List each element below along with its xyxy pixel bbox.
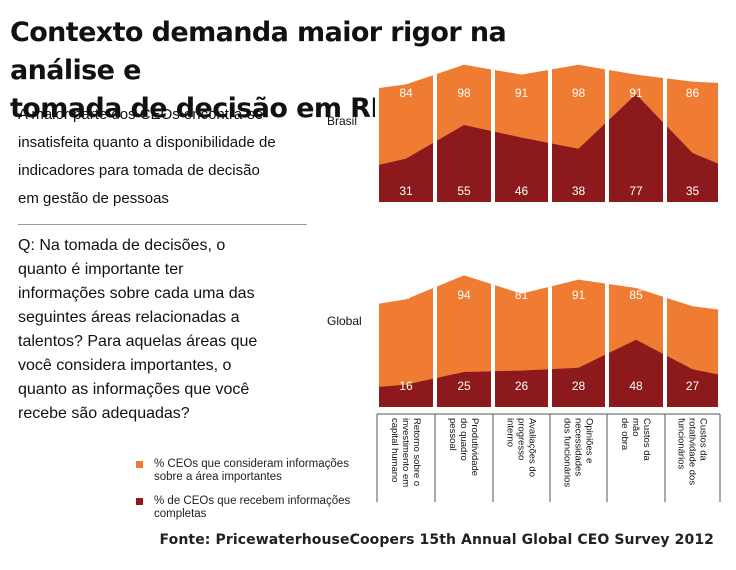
- data-label-completeness: 46: [515, 184, 529, 198]
- data-label-completeness: 28: [572, 379, 586, 393]
- column-separator: [548, 62, 552, 204]
- data-label-completeness: 77: [629, 184, 643, 198]
- data-label-importance: 98: [572, 86, 586, 100]
- panel-label: Global: [327, 314, 362, 328]
- question-line-7: quanto as informações que você: [18, 381, 250, 398]
- category-label: Avaliações doprogressointerno: [505, 418, 538, 477]
- category-label: Custos darotatividade dosfuncionários: [676, 418, 709, 485]
- data-label-importance: 85: [629, 288, 643, 302]
- data-label-completeness: 55: [457, 184, 471, 198]
- lead-text-line-1: A maior parte dos CEOs encontra-se: [18, 106, 264, 123]
- page-title-line-1: Contexto demanda maior rigor na análise …: [10, 17, 507, 86]
- legend-label-importance-line-1: % CEOs que consideram informações: [154, 458, 349, 470]
- question-line-3: informações sobre cada uma das: [18, 285, 255, 302]
- column-separator: [375, 62, 379, 204]
- data-label-completeness: 35: [686, 184, 700, 198]
- data-label-importance: 77: [399, 288, 413, 302]
- data-label-completeness: 48: [629, 379, 643, 393]
- category-label: Produtividadedo quadropessoal: [447, 418, 480, 476]
- data-label-completeness: 27: [686, 379, 700, 393]
- chart-legend: % CEOs que consideram informações sobre …: [136, 458, 376, 521]
- question-line-1: Q: Na tomada de decisões, o: [18, 237, 226, 254]
- data-label-completeness: 31: [399, 184, 413, 198]
- question-line-6: você considera importantes, o: [18, 357, 232, 374]
- category-axis: Retorno sobre oinvestimento emcapital hu…: [376, 413, 721, 502]
- area-chart: Brasil 84 98 91 98 91 86 31 55 46 38 77 35 Global 77 94…: [327, 62, 722, 502]
- legend-label-importance-line-2: sobre a área importantes: [154, 471, 282, 483]
- legend-swatch-importance: [136, 461, 143, 468]
- column-separator: [663, 62, 667, 204]
- panel-label: Brasil: [327, 114, 357, 128]
- data-label-importance: 91: [515, 86, 529, 100]
- lead-text-line-3: indicadores para tomada de decisão: [18, 162, 260, 179]
- data-label-importance: 72: [686, 288, 700, 302]
- data-label-importance: 81: [515, 288, 529, 302]
- column-separator: [375, 261, 379, 409]
- legend-label-completeness-line-1: % de CEOs que recebem informações: [154, 495, 351, 507]
- legend-item-completeness: % de CEOs que recebem informações comple…: [136, 495, 376, 521]
- survey-question: Q: Na tomada de decisões, o quanto é imp…: [18, 234, 313, 426]
- chart-panel-brasil: Brasil 84 98 91 98 91 86 31 55 46 38 77 35: [327, 62, 722, 204]
- lead-text-line-4: em gestão de pessoas: [18, 190, 169, 207]
- data-label-completeness: 26: [515, 379, 529, 393]
- category-label: Opiniões enecessidadesdos funcionários: [562, 418, 595, 487]
- data-label-importance: 98: [457, 86, 471, 100]
- column-separator: [433, 62, 437, 204]
- legend-item-importance: % CEOs que consideram informações sobre …: [136, 458, 376, 484]
- column-separator: [548, 261, 552, 409]
- column-separator: [605, 62, 609, 204]
- category-label: Custos damãode obra: [619, 418, 652, 461]
- column-separator: [663, 261, 667, 409]
- data-label-importance: 94: [457, 288, 471, 302]
- data-label-completeness: 25: [457, 379, 471, 393]
- column-separator: [491, 261, 495, 409]
- source-note: Fonte: PricewaterhouseCoopers 15th Annua…: [159, 532, 714, 548]
- column-separator: [718, 261, 722, 409]
- data-label-importance: 91: [572, 288, 586, 302]
- question-line-8: recebe são adequadas?: [18, 405, 190, 422]
- column-separator: [491, 62, 495, 204]
- data-label-completeness: 38: [572, 184, 586, 198]
- data-label-importance: 84: [399, 86, 413, 100]
- legend-swatch-completeness: [136, 498, 143, 505]
- page-title: Contexto demanda maior rigor na análise …: [10, 14, 610, 128]
- data-label-importance: 86: [686, 86, 700, 100]
- question-line-2: quanto é importante ter: [18, 261, 184, 278]
- question-line-4: seguintes áreas relacionadas a: [18, 309, 240, 326]
- lead-text-line-2: insatisfeita quanto a disponibilidade de: [18, 134, 276, 151]
- section-divider: [18, 224, 307, 225]
- column-separator: [433, 261, 437, 409]
- chart-panel-global: Global 77 94 81 91 85 72 16 25 26 28 48 27: [327, 261, 722, 409]
- legend-label-completeness-line-2: completas: [154, 508, 207, 520]
- category-label: Retorno sobre oinvestimento emcapital hu…: [389, 418, 422, 487]
- data-label-importance: 91: [629, 86, 643, 100]
- page-title-line-2: tomada de decisão em RH: [10, 93, 393, 124]
- column-separator: [718, 62, 722, 204]
- lead-text: A maior parte dos CEOs encontra-se insat…: [18, 101, 318, 213]
- data-label-completeness: 16: [399, 379, 413, 393]
- column-separator: [605, 261, 609, 409]
- question-line-5: talentos? Para aquelas áreas que: [18, 333, 258, 350]
